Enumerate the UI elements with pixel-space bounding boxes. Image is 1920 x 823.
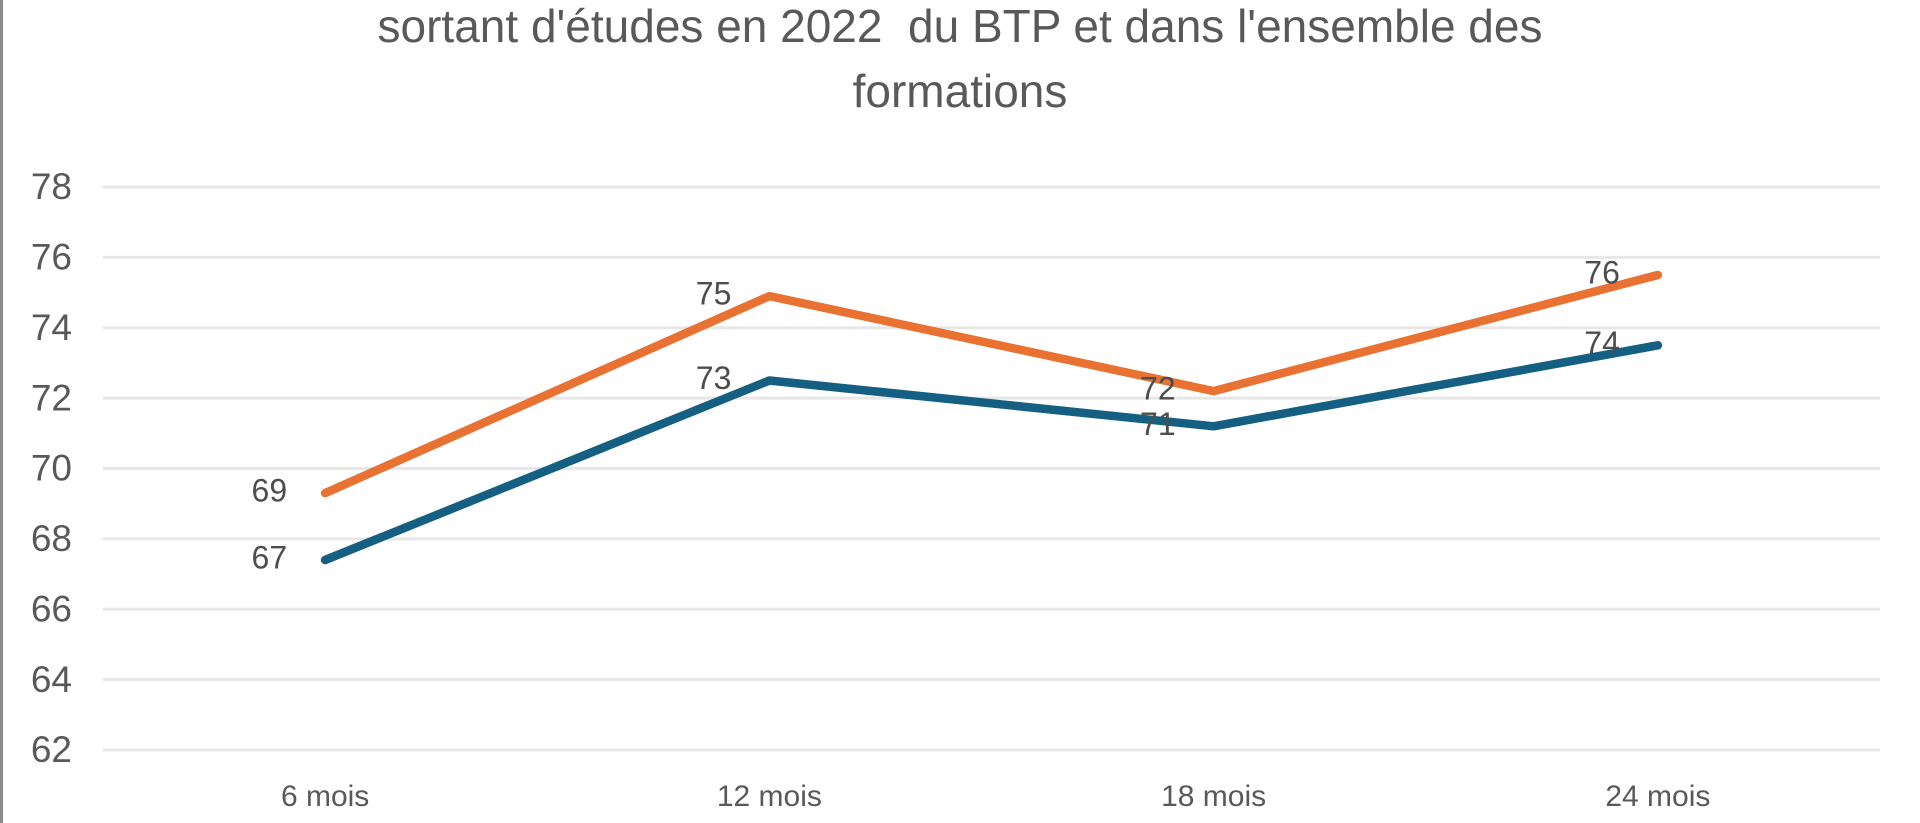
data-label-blue-line-3: 71 [1140,406,1176,442]
data-label-orange-line-2: 75 [696,276,732,312]
data-label-blue-line-4: 74 [1584,325,1620,361]
window-left-border [0,0,3,823]
y-axis-tick-76: 76 [31,237,72,278]
data-label-blue-line-1: 67 [252,540,288,576]
y-axis-tick-78: 78 [31,166,72,207]
x-axis-tick-3: 18 mois [1161,780,1266,813]
y-axis-tick-64: 64 [31,659,72,700]
data-label-orange-line-3: 72 [1140,371,1176,407]
data-label-orange-line-1: 69 [252,473,288,509]
data-label-blue-line-2: 73 [696,360,732,396]
chart-title: sortant d'études en 2022 du BTP et dans … [377,0,1543,117]
y-axis-tick-66: 66 [31,588,72,629]
y-axis-tick-72: 72 [31,377,72,418]
series-blue-line [320,341,1663,565]
x-axis-tick-2: 12 mois [717,780,822,813]
x-axis-tick-4: 24 mois [1605,780,1710,813]
data-label-orange-line-4: 76 [1584,255,1620,291]
series-orange-line [320,270,1663,498]
y-axis-tick-74: 74 [31,307,72,348]
x-axis-tick-1: 6 mois [281,780,369,813]
y-axis-tick-70: 70 [31,448,72,489]
y-axis-tick-62: 62 [31,729,72,770]
y-axis-tick-68: 68 [31,518,72,559]
